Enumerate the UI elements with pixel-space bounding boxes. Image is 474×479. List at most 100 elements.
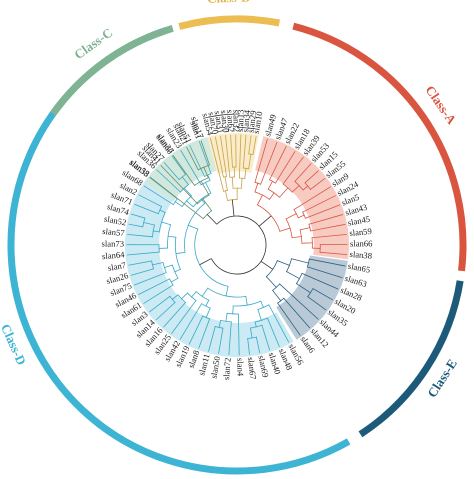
- branch-radial: [294, 163, 312, 182]
- branch-radial: [181, 292, 189, 300]
- branch-radial: [208, 326, 216, 352]
- branch-radial: [225, 285, 229, 297]
- leaf-label: slan73: [102, 239, 124, 249]
- tree-branches: [126, 134, 348, 356]
- branch-radial: [274, 150, 296, 184]
- branch-radial: [231, 176, 234, 189]
- branch-radial: [245, 295, 248, 306]
- leaf-label: slan10: [251, 111, 265, 135]
- branch-radial: [179, 303, 203, 340]
- branch-radial: [171, 155, 187, 175]
- branch-radial: [265, 276, 277, 288]
- branch-radial: [228, 321, 232, 356]
- branch-radial: [267, 180, 274, 190]
- branch-radial: [293, 186, 331, 211]
- branch-radial: [138, 194, 163, 208]
- branch-radial: [306, 266, 343, 279]
- branch-radial: [186, 146, 199, 171]
- branch-radial: [171, 299, 197, 335]
- branch-radial: [198, 318, 211, 349]
- branch-radial: [128, 223, 144, 228]
- branch-radial: [283, 297, 311, 329]
- branch-radial: [163, 301, 187, 328]
- leaf-label: slan62: [225, 109, 236, 132]
- branch-radial: [201, 287, 209, 297]
- branch-radial: [269, 146, 287, 181]
- leaf-label: slan30: [219, 110, 231, 133]
- branch-radial: [254, 138, 268, 183]
- leaf-label: slan65: [347, 261, 371, 275]
- branch-radial: [180, 149, 202, 186]
- branch-radial: [304, 170, 319, 184]
- branch-radial: [161, 221, 172, 226]
- clade-background-fills: [125, 133, 349, 357]
- branch-radial: [255, 336, 261, 354]
- branch-radial: [127, 233, 153, 238]
- clade-fill-a: [255, 136, 349, 260]
- branch-radial: [188, 315, 204, 345]
- branch-radial: [277, 302, 301, 336]
- leaf-label: slan29: [245, 110, 258, 134]
- leaf-label: slan69: [256, 354, 270, 378]
- branch-radial: [189, 145, 205, 177]
- leaf-label: slan66: [350, 238, 373, 248]
- branch-radial: [256, 194, 264, 206]
- branch-radial: [175, 251, 186, 255]
- branch-radial: [301, 272, 339, 290]
- class-rings: [7, 15, 467, 475]
- branch-radial: [310, 223, 346, 232]
- branch-radial: [248, 153, 252, 170]
- branch-radial: [134, 272, 167, 286]
- clade-fill-e: [276, 255, 348, 340]
- branch-radial: [207, 174, 211, 181]
- branch-radial: [285, 213, 297, 220]
- branch-radial: [172, 154, 196, 186]
- branch-radial: [268, 192, 275, 200]
- branch-radial: [163, 264, 173, 269]
- branch-radial: [295, 283, 312, 294]
- root-branch: [260, 260, 273, 270]
- branch-radial: [279, 283, 319, 320]
- branch-radial: [244, 167, 247, 179]
- branch-radial: [159, 209, 166, 214]
- branch-radial: [272, 289, 282, 302]
- branch-radial: [257, 308, 262, 321]
- branch-radial: [261, 324, 271, 351]
- branch-radial: [152, 230, 160, 233]
- branch-radial: [278, 187, 289, 198]
- branch-radial: [282, 156, 304, 185]
- branch-radial: [219, 135, 228, 178]
- leaf-label: slan64: [102, 249, 126, 261]
- class-ring-d: [7, 27, 351, 475]
- branch-radial: [260, 141, 278, 185]
- branch-radial: [299, 227, 311, 231]
- branch-radial: [143, 221, 155, 226]
- branch-radial: [309, 178, 326, 190]
- branch-arc: [227, 199, 238, 201]
- branch-radial: [167, 235, 177, 238]
- class-ring-a: [292, 22, 467, 272]
- branch-radial: [151, 261, 164, 266]
- branch-radial: [127, 251, 160, 256]
- leaf-label: slan70: [206, 111, 220, 135]
- leaf-label: slan34: [240, 109, 252, 133]
- leaf-label: slan50: [208, 355, 222, 379]
- branch-radial: [254, 182, 259, 193]
- branch-radial: [260, 300, 264, 308]
- branch-radial: [185, 200, 194, 208]
- leaf-label: slan67: [246, 357, 259, 381]
- branch-radial: [190, 291, 197, 298]
- branch-radial: [304, 204, 340, 219]
- branch-radial: [248, 135, 252, 155]
- branch-radial: [138, 278, 171, 295]
- branch-radial: [266, 317, 280, 348]
- branch-radial: [149, 295, 171, 313]
- leaf-label: slan45: [347, 214, 371, 228]
- class-label-b: Class-B: [207, 0, 250, 6]
- leaf-label: slan4: [235, 358, 245, 377]
- root-branch: [231, 199, 235, 217]
- branch-radial: [276, 260, 290, 266]
- branch-radial: [308, 258, 346, 267]
- branch-radial: [174, 268, 181, 273]
- branch-radial: [279, 227, 291, 232]
